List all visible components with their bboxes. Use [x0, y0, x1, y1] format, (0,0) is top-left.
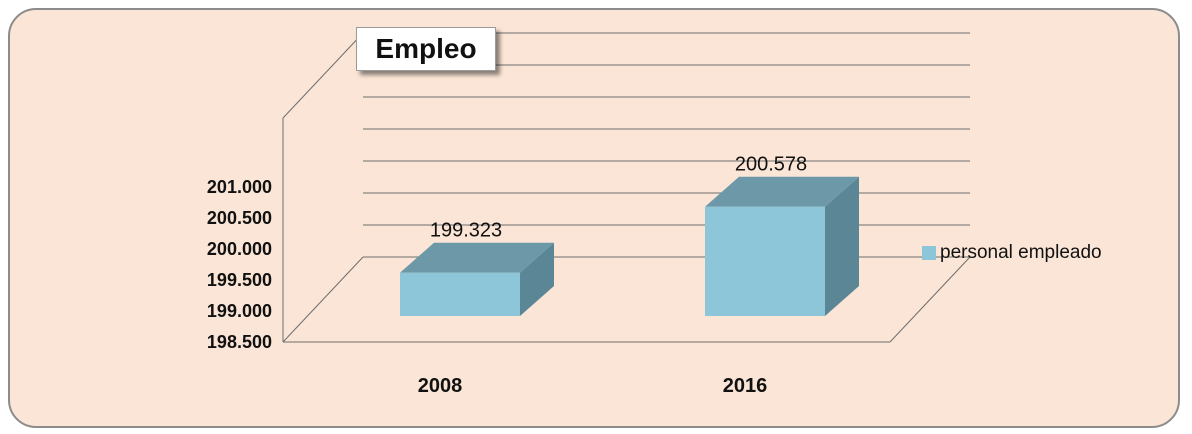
y-tick-label: 199.000 — [207, 301, 272, 321]
y-tick-label: 200.000 — [207, 239, 272, 259]
chart-panel — [8, 8, 1180, 428]
legend-label: personal empleado — [940, 242, 1102, 263]
y-tick-label: 198.500 — [207, 332, 272, 352]
side-wall-edge — [282, 256, 364, 343]
x-tick-label: 2008 — [418, 375, 463, 397]
bar-top — [705, 176, 859, 207]
data-label: 199.323 — [430, 220, 502, 242]
y-tick-label: 200.500 — [207, 208, 272, 228]
bar-side — [825, 176, 859, 316]
floor-right-edge — [889, 256, 971, 343]
legend-swatch — [922, 246, 936, 260]
data-label: 200.578 — [735, 154, 807, 176]
side-wall-edge — [282, 32, 364, 119]
y-tick-label: 199.500 — [207, 270, 272, 290]
bar-top — [400, 242, 554, 273]
bar — [705, 206, 825, 316]
chart-title: Empleo — [356, 27, 496, 71]
bar-side — [520, 242, 554, 316]
x-tick-label: 2016 — [723, 375, 768, 397]
y-tick-label: 201.000 — [207, 177, 272, 197]
bar — [400, 272, 520, 316]
